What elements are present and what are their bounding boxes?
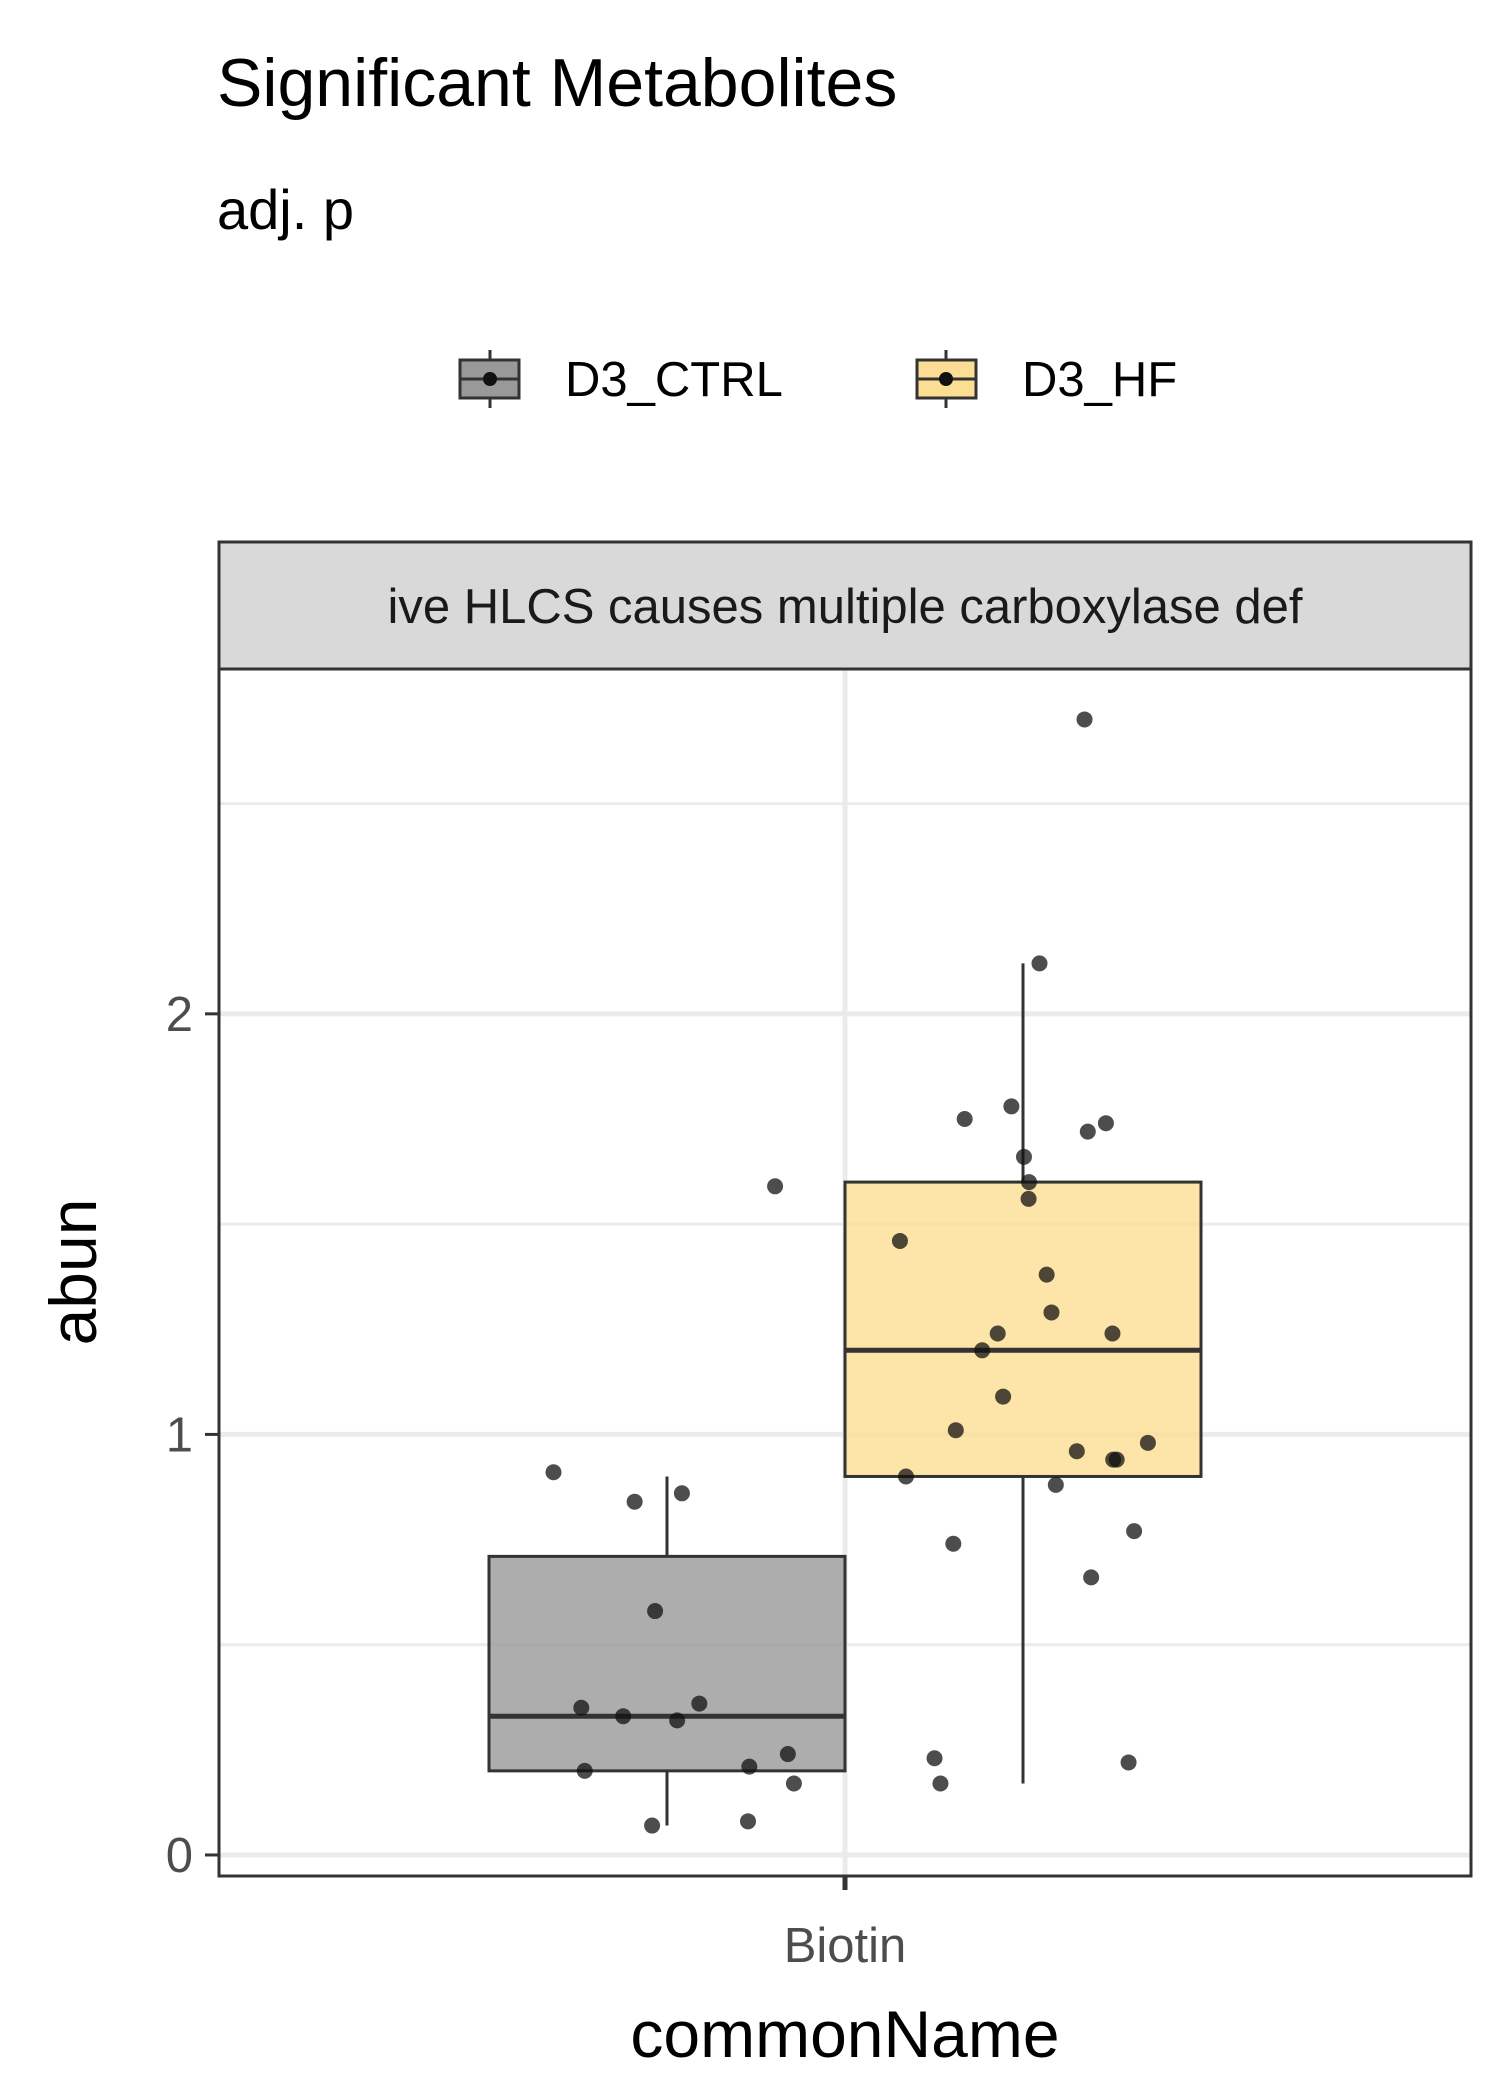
facet-strip-background [217,540,1473,671]
d3-hf-data-point [945,1535,962,1552]
d3-hf-data-point [1003,1098,1020,1115]
d3-hf-data-point [1020,1190,1037,1207]
legend-key-ctrl [458,350,521,408]
d3-ctrl-data-point [644,1817,661,1834]
x-tick-label: Biotin [784,1919,907,1973]
d3-hf-box [843,1180,1203,1478]
d3-hf-data-point [926,1750,943,1767]
legend-hf-point [939,372,953,386]
x-axis-title: commonName [630,1997,1059,2071]
d3-ctrl-data-point [785,1775,802,1792]
d3-hf-data-point [1139,1434,1156,1451]
d3-hf-data-point [974,1342,991,1359]
d3-hf-data-point [1079,1123,1096,1140]
axes: 0 1 2 Biotin [166,988,907,1973]
d3-hf-data-point [1031,955,1048,972]
d3-hf-data-point [1104,1325,1121,1342]
d3-ctrl-data-point [626,1493,643,1510]
legend-ctrl-point [483,372,497,386]
d3-hf-data-point [1083,1569,1100,1586]
y-axis-title: abun [36,1199,110,1346]
legend-key-hf [915,350,978,408]
d3-hf-data-point [956,1110,973,1127]
d3-hf-data-point [1047,1476,1064,1493]
d3-ctrl-data-point [545,1464,562,1481]
legend-label-hf: D3_HF [1022,353,1177,407]
d3-hf-data-point [1126,1523,1143,1540]
facet-strip: ive HLCS causes multiple carboxylase def [217,540,1473,671]
y-tick-label: 2 [166,988,193,1042]
d3-hf-data-point [995,1388,1012,1405]
jitter-points [545,711,1156,1834]
d3-hf-data-point [1105,1451,1122,1468]
d3-hf-data-point [1076,711,1093,728]
d3-ctrl-data-point [767,1178,784,1195]
d3-hf-data-point [1097,1115,1114,1132]
legend-label-ctrl: D3_CTRL [565,353,783,407]
d3-ctrl-data-point [741,1758,758,1775]
d3-ctrl-data-point [779,1746,796,1763]
chart-title: Significant Metabolites [217,45,897,121]
d3-ctrl-data-point [615,1708,632,1725]
facet-strip-label: ive HLCS causes multiple carboxylase def [387,580,1302,634]
d3-ctrl-box [487,1554,847,1773]
d3-ctrl-data-point [673,1485,690,1502]
d3-hf-data-point [1043,1304,1060,1321]
d3-hf-data-point [1015,1148,1032,1165]
d3-hf-data-point [932,1775,949,1792]
d3-ctrl-data-point [576,1762,593,1779]
y-tick-label: 0 [166,1829,193,1883]
legend: D3_CTRL D3_HF [458,350,1177,408]
chart-subtitle: adj. p [217,178,354,241]
d3-ctrl-data-point [573,1699,590,1716]
d3-hf-data-point [897,1468,914,1485]
d3-hf-data-point [989,1325,1006,1342]
d3-hf-data-point [1068,1443,1085,1460]
box-layer [487,963,1203,1826]
d3-ctrl-data-point [669,1712,686,1729]
d3-ctrl-data-point [740,1813,757,1830]
d3-hf-data-point [1038,1266,1055,1283]
d3-ctrl-data-point [691,1695,708,1712]
y-tick-label: 1 [166,1408,193,1462]
d3-hf-data-point [1021,1174,1038,1191]
d3-hf-data-point [891,1232,908,1249]
d3-ctrl-data-point [647,1603,664,1620]
d3-hf-data-point [1120,1754,1137,1771]
d3-hf-data-point [947,1422,964,1439]
